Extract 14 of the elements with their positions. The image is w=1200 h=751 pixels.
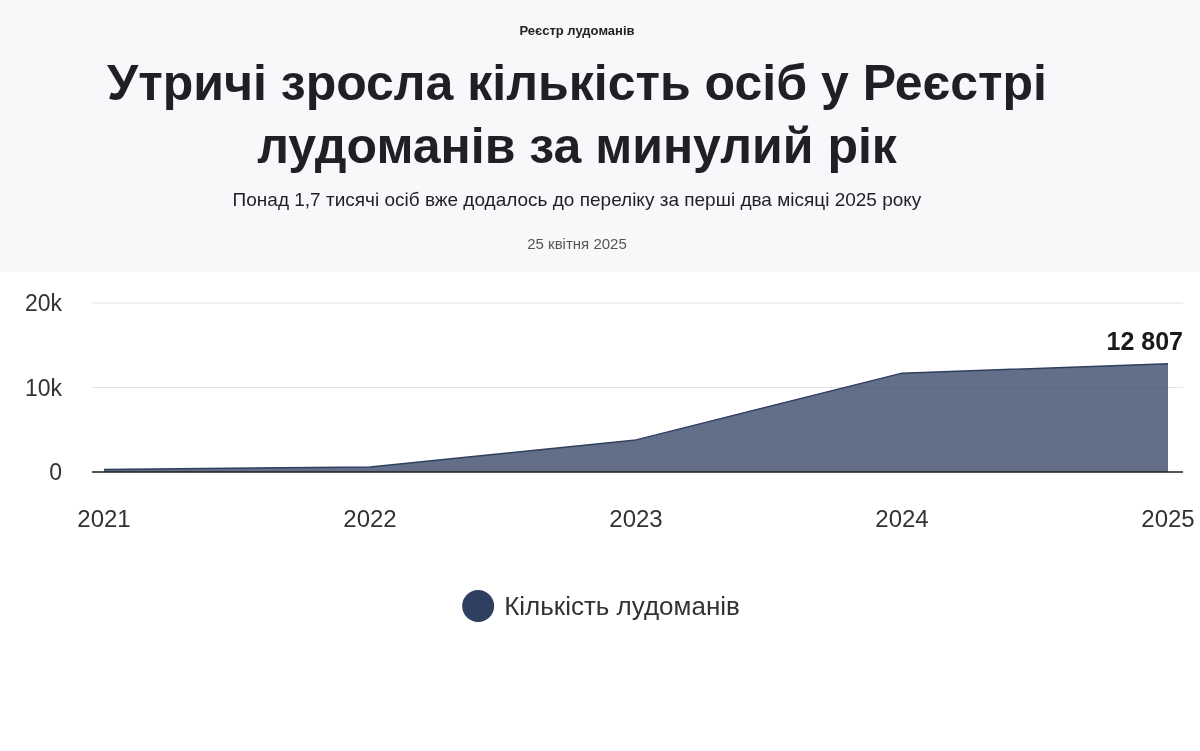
x-tick-label: 2022 [343,505,397,532]
chart-title: Утричі зросла кількість осіб у Реєстрі лудоманів за минулий рік [107,55,1047,174]
text: Реєстр лудоманів [519,23,635,38]
x-tick-label: 2021 [77,505,131,532]
y-tick-label: 20k [24,290,63,316]
x-tick-label: 2023 [609,505,663,532]
text: 25 квітня 2025 [527,235,627,252]
legend-label: Кількість лудоманів [504,591,740,621]
x-tick-label: 2024 [875,505,929,532]
chart-subtitle: Понад 1,7 тисячі осіб вже додалось до переліку за перші два місяці 2025 року [232,189,922,210]
y-tick-label: 0 [49,459,62,485]
data-label: 12 807 [1106,326,1183,355]
y-tick-label: 10k [24,374,63,401]
x-tick-label: 2025 [1141,505,1195,532]
